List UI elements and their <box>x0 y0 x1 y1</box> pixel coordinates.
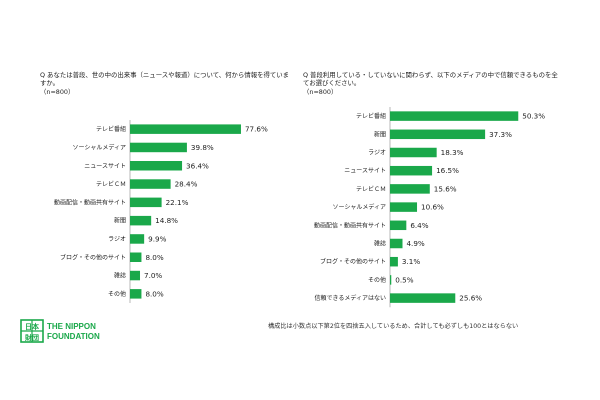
chart-1-category-label: 信頼できるメディアはない <box>315 294 386 302</box>
logo-kanji-bottom: 財団 <box>24 333 39 342</box>
chart-0-category-label: 動画配信・動画共有サイト <box>54 198 126 206</box>
chart-1-bar <box>390 129 486 140</box>
chart-1-bar <box>390 202 418 212</box>
chart-0-value-label: 28.4% <box>175 180 198 189</box>
chart-1-value-label: 18.3% <box>441 148 464 157</box>
chart-1-value-label: 16.5% <box>436 166 459 175</box>
chart-1-value-label: 4.9% <box>406 239 424 248</box>
chart-1-category-label: ソーシャルメディア <box>333 203 386 211</box>
chart-1-value-label: 50.3% <box>522 112 545 121</box>
chart-0-bar <box>130 252 142 262</box>
chart-1-category-label: ラジオ <box>368 150 386 157</box>
chart-1-category-label: テレビＣＭ <box>356 185 386 193</box>
right-chart-question: Q 普段利用している・していないに関わらず、以下のメディアの中で信頼できるものを… <box>303 71 558 96</box>
chart-1-category-label: ニュースサイト <box>344 168 386 175</box>
chart-0-category-label: テレビ番組 <box>96 125 126 133</box>
chart-0-category-label: ブログ・その他のサイト <box>60 253 126 261</box>
chart-0-bar <box>130 215 152 226</box>
chart-0-bar <box>130 270 141 281</box>
chart-0-category-label: ラジオ <box>108 236 126 243</box>
chart-1-value-label: 25.6% <box>459 294 482 303</box>
chart-0-bar <box>130 289 142 299</box>
footnote: 構成比は小数点以下第2位を四捨五入しているため、合計しても必ずしも100とはなら… <box>268 323 519 330</box>
chart-1-bar <box>390 184 430 194</box>
left-chart-question: Q あなたは普段、世の中の出来事（ニュースや報道）について、何から情報を得ていま… <box>40 71 290 96</box>
chart-0-bar <box>130 197 162 208</box>
right-bar-chart: テレビ番組 50.3% 新聞 37.3% ラジオ 18.3% ニュースサイト 16.5% テレビ… <box>314 107 545 308</box>
chart-1-category-label: 雑誌 <box>374 240 386 248</box>
chart-1-bar <box>390 220 407 231</box>
chart-0-bar <box>130 124 241 134</box>
chart-0-value-label: 8.0% <box>145 289 163 298</box>
chart-1-bar <box>390 256 398 267</box>
chart-0-bar <box>130 142 187 153</box>
chart-0-value-label: 9.9% <box>148 234 166 243</box>
chart-1-category-label: その他 <box>368 276 386 284</box>
chart-0-category-label: ソーシャルメディア <box>73 143 126 151</box>
chart-1-value-label: 6.4% <box>410 221 428 230</box>
chart-1-category-label: 新聞 <box>374 130 386 138</box>
chart-1-bar <box>390 147 437 158</box>
chart-1-bar <box>390 275 392 285</box>
logo-text-line1: THE NIPPON <box>47 322 96 331</box>
chart-0-category-label: その他 <box>108 290 126 298</box>
chart-1-value-label: 10.6% <box>421 203 444 212</box>
chart-0-bar <box>130 234 145 244</box>
left-bar-chart: テレビ番組 77.6% ソーシャルメディア 39.8% ニュースサイト 36.4% テレビＣ… <box>54 120 268 303</box>
chart-1-value-label: 0.5% <box>395 275 413 284</box>
chart-1-bar <box>390 238 403 249</box>
chart-0-value-label: 77.6% <box>245 125 268 134</box>
chart-0-value-label: 8.0% <box>145 253 163 262</box>
nippon-foundation-logo: 日本 財団 THE NIPPON FOUNDATION <box>20 318 130 344</box>
chart-0-bar <box>130 161 183 171</box>
chart-0-value-label: 14.8% <box>155 216 178 225</box>
chart-0-category-label: 新聞 <box>114 217 126 225</box>
logo-text-line2: FOUNDATION <box>47 332 100 341</box>
chart-1-bar <box>390 111 519 121</box>
chart-1-bar <box>390 165 433 176</box>
chart-0-value-label: 39.8% <box>191 143 214 152</box>
chart-0-value-label: 22.1% <box>166 198 189 207</box>
chart-0-category-label: テレビＣＭ <box>96 180 126 188</box>
chart-0-value-label: 7.0% <box>144 271 162 280</box>
chart-1-bar <box>390 293 456 303</box>
logo-kanji-top: 日本 <box>25 322 39 331</box>
logo-mark-icon: 日本 財団 THE NIPPON FOUNDATION <box>20 319 100 343</box>
chart-0-category-label: 雑誌 <box>114 272 126 280</box>
chart-1-value-label: 37.3% <box>489 130 512 139</box>
chart-0-category-label: ニュースサイト <box>84 163 126 170</box>
chart-0-value-label: 36.4% <box>186 161 209 170</box>
chart-1-value-label: 3.1% <box>402 257 420 266</box>
chart-1-category-label: ブログ・その他のサイト <box>320 258 386 266</box>
chart-1-category-label: 動画配信・動画共有サイト <box>314 221 386 229</box>
chart-1-category-label: テレビ番組 <box>356 112 386 120</box>
chart-0-bar <box>130 179 171 189</box>
chart-1-value-label: 15.6% <box>434 184 457 193</box>
